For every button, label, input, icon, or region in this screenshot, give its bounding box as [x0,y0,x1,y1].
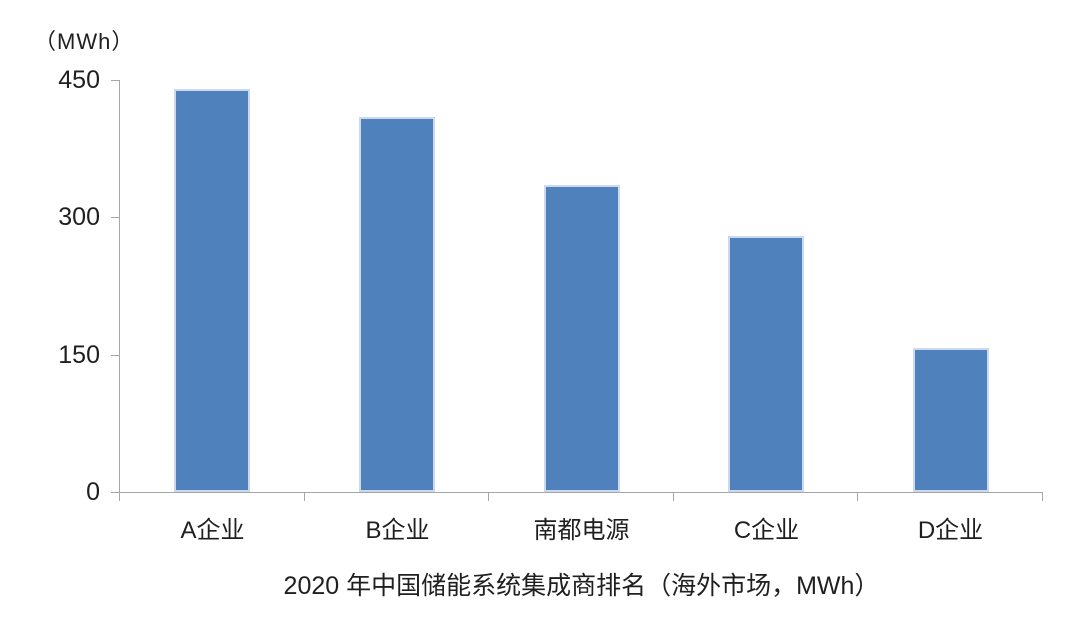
x-tick-mark [673,493,674,501]
x-axis-line [119,492,1043,493]
x-axis-category-label: D企业 [917,517,984,544]
x-axis-category-label: B企业 [365,517,430,544]
y-tick-mark [111,80,119,81]
chart-title: 2020 年中国储能系统集成商排名（海外市场，MWh） [283,572,880,600]
bar [913,348,989,492]
bar [359,117,435,492]
y-axis-unit-label: （MWh） [34,29,135,54]
y-tick-label: 0 [86,478,100,506]
x-tick-mark [488,493,489,501]
y-tick-label: 450 [58,66,100,94]
bar [174,89,250,492]
x-axis-category-label: A企业 [180,517,245,544]
y-tick-mark [111,217,119,218]
bar [728,236,804,492]
y-axis-line [119,80,120,493]
y-tick-label: 300 [58,203,100,231]
x-tick-mark [857,493,858,501]
y-tick-mark [111,492,119,493]
x-tick-mark [1042,493,1043,501]
x-tick-mark [119,493,120,501]
bar [544,185,620,492]
x-tick-mark [304,493,305,501]
y-tick-label: 150 [58,341,100,369]
x-axis-category-label: 南都电源 [533,517,630,544]
x-axis-category-label: C企业 [733,517,800,544]
y-tick-mark [111,355,119,356]
